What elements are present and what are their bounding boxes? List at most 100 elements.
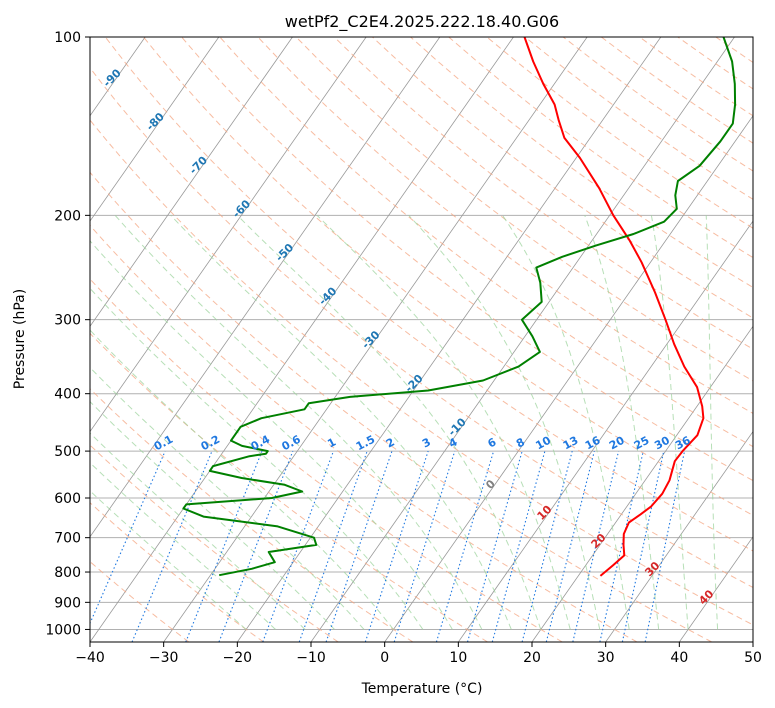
mixing-ratio-label: 6 [486, 435, 499, 450]
y-tick-label: 500 [54, 444, 81, 460]
dry-adiabat [448, 37, 753, 259]
moist-adiabat [90, 366, 365, 630]
dry-adiabat [90, 171, 712, 642]
moist-adiabat [90, 490, 247, 630]
isotherm-label: 10 [535, 503, 555, 523]
mixing-ratio-label: 0.6 [280, 433, 304, 454]
y-tick-label: 300 [54, 313, 81, 329]
x-tick-label: 30 [597, 650, 615, 666]
mixing-ratio-line [393, 450, 456, 642]
isotherm-line [90, 37, 367, 433]
dry-adiabat [90, 560, 190, 642]
mixing-ratio-label: 1.5 [354, 433, 377, 454]
dry-adiabat [90, 332, 488, 642]
x-tick-label: 50 [744, 650, 762, 666]
dry-adiabat [219, 37, 753, 448]
x-axis-label: Temperature (°C) [361, 681, 483, 697]
dry-adiabat [333, 37, 753, 350]
moist-adiabat [90, 400, 335, 630]
isotherm-line [384, 115, 753, 642]
isotherm-line [605, 430, 753, 642]
isotherm-line [90, 37, 293, 327]
mixing-ratio-line [599, 450, 644, 642]
isotherm-line [0, 37, 72, 642]
mixing-ratio-label: 0.1 [152, 433, 175, 454]
mixing-ratio-label: 30 [652, 434, 672, 453]
plot-frame [89, 36, 754, 643]
isotherm-label: -60 [230, 197, 253, 220]
dry-adiabat [601, 37, 753, 144]
mixing-ratio-line [521, 450, 573, 642]
isotherm-label: -30 [359, 328, 382, 351]
mixing-ratio-label: 8 [514, 435, 527, 450]
dry-adiabat [143, 37, 753, 516]
dry-adiabat [677, 37, 753, 90]
dry-adiabat [715, 37, 753, 64]
isotherm-line [90, 37, 441, 538]
moist-adiabat [650, 215, 689, 630]
dry-adiabat [90, 224, 638, 642]
chart-title: wetPf2_C2E4.2025.222.18.40.G06 [285, 12, 559, 32]
moist-adiabat [90, 462, 276, 630]
mixing-ratio-label: 13 [561, 434, 581, 453]
mixing-ratio-label: 36 [673, 434, 693, 453]
mixing-ratio-label: 20 [607, 434, 627, 453]
isotherm-label: -70 [187, 154, 210, 177]
isotherm-label: 30 [642, 559, 662, 579]
dewpoint-profile-line [182, 37, 737, 577]
dry-adiabat [90, 444, 339, 642]
dry-adiabat [90, 502, 264, 642]
isotherm-line [163, 37, 588, 642]
x-tick-label: 20 [523, 650, 541, 666]
isotherm-label: -90 [101, 66, 124, 89]
moist-adiabat [114, 214, 483, 630]
y-tick-label: 1000 [45, 622, 81, 638]
isotherm-line [752, 641, 753, 642]
isotherm-line [310, 37, 735, 642]
isotherm-label: -40 [316, 284, 339, 307]
isotherm-line [679, 536, 753, 642]
mixing-ratio-label: 25 [632, 434, 652, 453]
dry-adiabat [104, 37, 753, 552]
x-tick-label: −20 [223, 650, 253, 666]
isotherm-line [90, 37, 220, 222]
temperature-profile-line [523, 37, 705, 577]
y-tick-label: 200 [54, 208, 81, 224]
moist-adiabat [90, 287, 424, 630]
mixing-ratio-label: 1 [325, 435, 338, 450]
dry-adiabat [486, 37, 753, 229]
axis-ticks: −40 −30 −20 −10 0 10 20 30 40 5010020030040050060… [45, 30, 762, 666]
dry-adiabat [410, 37, 753, 289]
dry-adiabat [372, 37, 753, 319]
mixing-ratio-label: 10 [533, 434, 553, 453]
dry-adiabat [90, 388, 414, 642]
dry-adiabat [295, 37, 753, 382]
y-axis-label: Pressure (hPa) [12, 289, 28, 389]
dry-adiabat [90, 67, 753, 588]
dry-adiabat [639, 37, 753, 117]
y-tick-label: 600 [54, 491, 81, 507]
isotherm-line [531, 325, 753, 642]
isotherm-label: 20 [589, 531, 609, 551]
y-tick-label: 100 [54, 30, 81, 46]
y-tick-label: 900 [54, 595, 81, 611]
moist-adiabat [237, 214, 542, 630]
chart-labels: 0.1 0.2 0.4 0.6 1 1.5 2 3 4 6 8 10 13 16 20 25 30 36-90-8… [101, 66, 717, 607]
moist-adiabat [90, 432, 306, 630]
x-tick-label: 40 [670, 650, 688, 666]
dry-adiabat [90, 278, 563, 642]
mixing-ratio-label: 3 [420, 435, 433, 450]
x-tick-label: −10 [296, 650, 326, 666]
isotherm-line [237, 37, 662, 642]
mixing-ratio-line [325, 450, 393, 642]
moist-adiabat [408, 214, 601, 630]
moist-adiabat [90, 240, 453, 630]
dry-adiabat [754, 37, 775, 642]
mixing-ratio-line [262, 450, 334, 642]
isotherm-line [90, 37, 514, 642]
mixing-ratio-line [545, 450, 595, 642]
mixing-ratio-line [90, 450, 166, 625]
mixing-ratio-line [298, 450, 368, 642]
moist-adiabat [170, 214, 512, 630]
